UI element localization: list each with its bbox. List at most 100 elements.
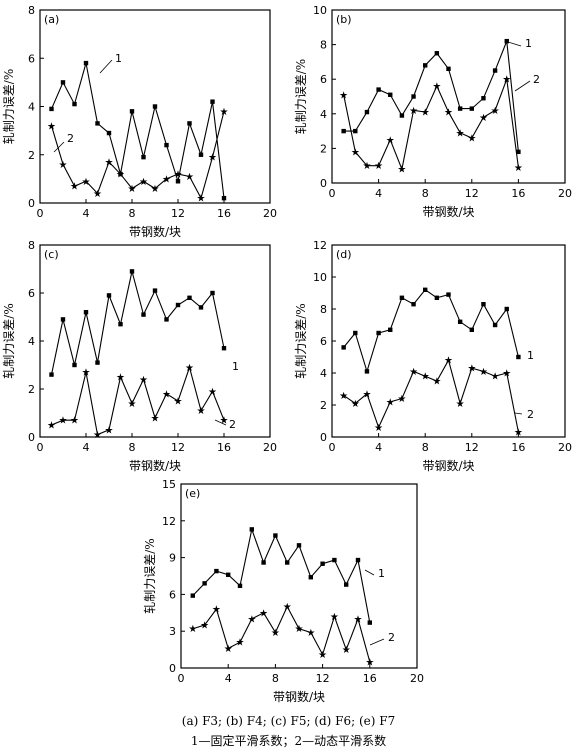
panel1-series-2-point: ★ bbox=[197, 194, 206, 205]
panel3-series-2-line bbox=[51, 365, 225, 436]
panel5-y-tick-label: 3 bbox=[169, 625, 176, 638]
panel4-x-tick-label: 0 bbox=[329, 441, 336, 454]
panel1-series-2-point: ★ bbox=[128, 184, 137, 195]
panel2-x-tick-label: 16 bbox=[511, 187, 525, 200]
panel3-series-1-point bbox=[221, 346, 227, 351]
panel2-panel-label: (b) bbox=[336, 13, 352, 26]
panel4-y-tick-label: 0 bbox=[320, 431, 327, 444]
panel4-series-2-point: ★ bbox=[444, 356, 453, 367]
panel5-series-1-point bbox=[355, 557, 361, 563]
panel1-label-1-leader bbox=[99, 59, 113, 74]
panel1-series-1-point bbox=[60, 80, 66, 85]
panel2-y-tick-label: 0 bbox=[320, 177, 327, 190]
panel3-series-1-label: 1 bbox=[232, 360, 239, 373]
panel3-series-2-point: ★ bbox=[47, 421, 56, 432]
panel2-series-2-point: ★ bbox=[409, 106, 418, 117]
panel1-series-1-point bbox=[83, 60, 89, 66]
panel5-series-1-point bbox=[249, 527, 254, 532]
panel2-series-2-point: ★ bbox=[456, 128, 465, 139]
panel5-series-1-point bbox=[226, 572, 231, 577]
panel2-x-tick-label: 20 bbox=[558, 187, 572, 200]
panel1-series-1-point bbox=[175, 179, 181, 184]
panel3-series-2-point: ★ bbox=[151, 413, 160, 424]
panel3-series-2-point: ★ bbox=[197, 406, 206, 417]
panel4-y-tick-label: 10 bbox=[313, 271, 327, 284]
panel4-series-2-point: ★ bbox=[479, 367, 488, 378]
panel1-series-2-point: ★ bbox=[139, 177, 148, 188]
panel5-series-2-point: ★ bbox=[330, 612, 339, 623]
panel2-series-2-point: ★ bbox=[374, 161, 383, 172]
panel2-series-2-point: ★ bbox=[339, 90, 348, 101]
panel1-x-axis-label: 带钢数/块 bbox=[129, 224, 181, 239]
panel3-series-2-point: ★ bbox=[139, 375, 148, 386]
panel4-x-axis-label: 带钢数/块 bbox=[422, 458, 474, 473]
panel4-x-tick-label: 20 bbox=[558, 441, 572, 454]
panel3-series-2-point: ★ bbox=[82, 368, 91, 379]
panel4-series-1-point bbox=[376, 330, 381, 336]
panel4-series-2-point: ★ bbox=[374, 423, 383, 434]
panel5-y-tick-label: 0 bbox=[169, 662, 176, 675]
panel2-label-1-leader bbox=[507, 41, 522, 47]
panel3-series-2-point: ★ bbox=[70, 416, 79, 427]
panel5-panel-label: (e) bbox=[185, 487, 200, 500]
panel3-y-tick-label: 8 bbox=[28, 239, 35, 252]
panel1-y-tick-label: 0 bbox=[28, 197, 35, 210]
panel5-series-1-point bbox=[237, 583, 243, 589]
panel1-x-tick-label: 20 bbox=[263, 207, 277, 220]
panel5-x-tick-label: 8 bbox=[272, 672, 279, 685]
panel3-series-1-point bbox=[152, 288, 158, 293]
panel1-x-tick-label: 8 bbox=[129, 207, 136, 220]
panel1-series-2-point: ★ bbox=[70, 182, 79, 193]
panel2-series-1-point bbox=[364, 109, 370, 115]
panel5-x-tick-label: 12 bbox=[316, 672, 330, 685]
panel5-series-2-point: ★ bbox=[318, 650, 327, 661]
panel5-series-2-point: ★ bbox=[188, 624, 197, 635]
panel2-series-2-point: ★ bbox=[491, 106, 500, 117]
panel3-y-axis-label: 轧制力误差/% bbox=[2, 303, 16, 378]
panel2-plot-frame bbox=[331, 9, 566, 184]
panel3-series-1-point bbox=[210, 290, 215, 296]
panel1-series-2-point: ★ bbox=[59, 160, 68, 171]
panel3-series-2-point: ★ bbox=[59, 416, 68, 427]
panel1-series-2-point: ★ bbox=[174, 170, 183, 181]
panel4-series-1-point bbox=[423, 287, 428, 292]
panel1-y-tick-label: 4 bbox=[28, 101, 35, 114]
panel4-series-2-point: ★ bbox=[456, 399, 465, 410]
panel1-series-1-point bbox=[141, 154, 146, 160]
panel5-x-tick-label: 0 bbox=[178, 672, 185, 685]
panel4-series-1-point bbox=[481, 302, 486, 307]
panel4-series-2-point: ★ bbox=[502, 369, 511, 380]
panel3-series-1-point bbox=[129, 269, 135, 274]
panel4-x-tick-label: 12 bbox=[465, 441, 479, 454]
panel1-y-tick-label: 6 bbox=[28, 52, 35, 65]
panel3-x-tick-label: 8 bbox=[129, 441, 136, 454]
panel3-x-tick-label: 16 bbox=[217, 441, 231, 454]
panel5-x-axis-label: 带钢数/块 bbox=[273, 689, 325, 704]
panel2-series-2-point: ★ bbox=[502, 75, 511, 86]
panel3-series-2-point: ★ bbox=[174, 397, 183, 408]
panel4-series-2-point: ★ bbox=[397, 394, 406, 405]
panel4-series-1-point bbox=[411, 302, 416, 307]
panel2-series-2-label: 2 bbox=[533, 73, 540, 86]
panel3-series-1-point bbox=[95, 360, 100, 365]
panel5-series-1-line bbox=[192, 527, 371, 623]
panel4-series-1-point bbox=[364, 369, 370, 374]
panel1-series-1-line bbox=[50, 62, 225, 199]
panel2-x-tick-label: 12 bbox=[465, 187, 479, 200]
panel3-series-1-point bbox=[106, 293, 112, 298]
panel4-series-1-label: 1 bbox=[527, 349, 534, 362]
panel4-series-1-point bbox=[353, 330, 358, 336]
panel4-series-1-point bbox=[457, 319, 463, 324]
panel5-x-tick-label: 4 bbox=[225, 672, 232, 685]
panel5-series-1-point bbox=[320, 561, 325, 566]
panel2-series-2-point: ★ bbox=[386, 135, 395, 146]
panel1-series-2-point: ★ bbox=[82, 177, 91, 188]
panel4-series-2-point: ★ bbox=[421, 372, 430, 383]
panel3-x-tick-label: 4 bbox=[83, 441, 90, 454]
panel3-x-axis-label: 带钢数/块 bbox=[129, 458, 181, 473]
panel2-series-1-point bbox=[399, 113, 405, 118]
panel3-series-1-line bbox=[50, 271, 225, 375]
panel5-label-2-leader bbox=[369, 638, 385, 646]
panel2-series-1-point bbox=[516, 149, 521, 155]
